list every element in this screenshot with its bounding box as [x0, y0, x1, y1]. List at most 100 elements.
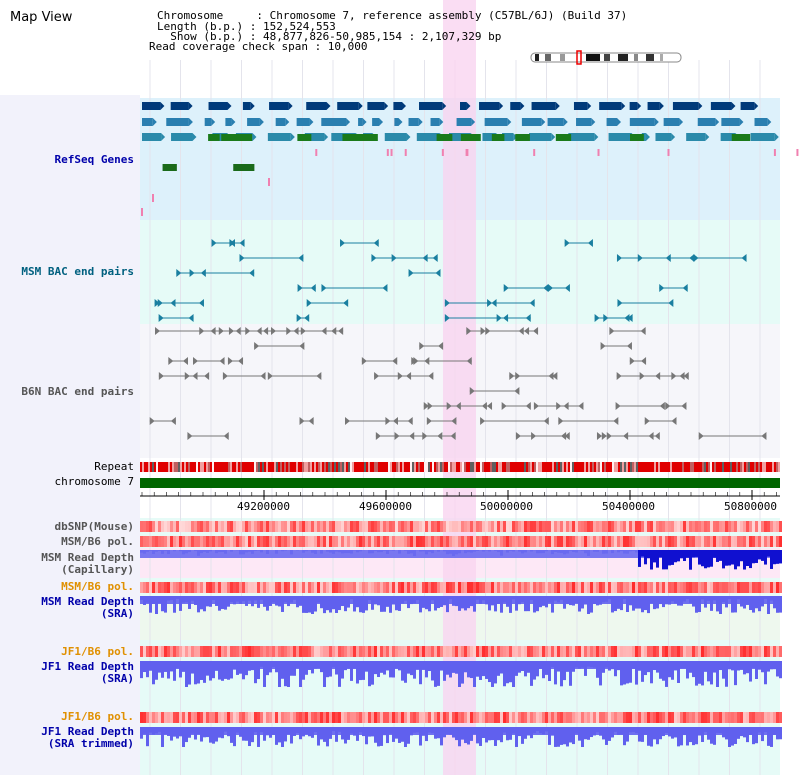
- read-depth-bar: [749, 596, 752, 611]
- polymorphism-heat-cell: [608, 712, 611, 723]
- repeat-segment: [264, 462, 266, 472]
- polymorphism-heat-cell: [290, 521, 293, 532]
- polymorphism-heat-cell: [227, 536, 230, 547]
- polymorphism-heat-cell: [281, 521, 284, 532]
- polymorphism-heat-cell: [278, 646, 281, 657]
- read-depth-bar: [230, 727, 233, 743]
- read-depth-bar: [446, 661, 449, 675]
- track-label-refseq-genes[interactable]: RefSeq Genes: [54, 153, 134, 166]
- read-depth-bar: [251, 596, 254, 607]
- polymorphism-heat-cell: [443, 521, 446, 532]
- refseq-gene-arrow: [231, 118, 236, 126]
- polymorphism-heat-cell: [605, 536, 608, 547]
- repeat-segment: [272, 462, 274, 472]
- repeat-segment: [170, 462, 172, 472]
- read-depth-bar: [689, 727, 692, 743]
- track-label-jf1-depth-sra[interactable]: JF1 Read Depth (SRA): [41, 660, 134, 685]
- read-depth-bar: [392, 661, 395, 678]
- polymorphism-heat-cell: [755, 712, 758, 723]
- polymorphism-heat-cell: [266, 521, 269, 532]
- polymorphism-heat-cell: [167, 646, 170, 657]
- polymorphism-heat-cell: [395, 582, 398, 593]
- refseq-gene: [221, 134, 238, 141]
- refseq-gene-arrow: [698, 102, 703, 110]
- track-label-msm-b6-pol-sra[interactable]: MSM/B6 pol.: [61, 580, 134, 593]
- track-label-msm-bac[interactable]: MSM BAC end pairs: [21, 265, 134, 278]
- read-depth-bar: [617, 661, 620, 671]
- track-label-repeat[interactable]: Repeat: [94, 460, 134, 473]
- read-depth-bar: [707, 727, 710, 740]
- read-depth-bar: [749, 661, 752, 682]
- repeat-segment: [426, 462, 428, 472]
- track-label-msm-depth-sra[interactable]: MSM Read Depth (SRA): [41, 595, 134, 620]
- polymorphism-heat-cell: [599, 582, 602, 593]
- polymorphism-heat-cell: [257, 536, 260, 547]
- polymorphism-heat-cell: [713, 521, 716, 532]
- polymorphism-heat-cell: [296, 536, 299, 547]
- read-depth-bar: [527, 727, 530, 736]
- polymorphism-heat-cell: [542, 582, 545, 593]
- polymorphism-heat-cell: [665, 536, 668, 547]
- bac-end-marker: [671, 417, 677, 425]
- read-depth-bar: [662, 661, 665, 681]
- repeat-segment: [370, 462, 372, 472]
- track-label-msm-b6-pol-cap[interactable]: MSM/B6 pol.: [61, 535, 134, 548]
- bac-end-marker: [623, 432, 629, 440]
- repeat-segment: [734, 462, 736, 472]
- read-depth-bar: [185, 727, 188, 743]
- read-depth-bar: [248, 596, 251, 601]
- track-label-dbsnp[interactable]: dbSNP(Mouse): [54, 520, 134, 533]
- read-depth-bar: [533, 596, 536, 613]
- refseq-gene-arrow: [767, 118, 772, 126]
- bac-end-marker: [219, 357, 225, 365]
- refseq-gene-arrow: [654, 118, 659, 126]
- polymorphism-heat-cell: [221, 646, 224, 657]
- repeat-segment: [492, 462, 494, 472]
- bac-end-marker: [260, 372, 266, 380]
- read-depth-bar: [413, 661, 416, 679]
- polymorphism-heat-cell: [710, 536, 713, 547]
- read-depth-bar: [311, 661, 314, 674]
- read-depth-bar: [683, 596, 686, 602]
- track-label-jf1-depth-trimmed[interactable]: JF1 Read Depth (SRA trimmed): [41, 725, 134, 750]
- polymorphism-heat-cell: [602, 646, 605, 657]
- track-label-jf1-b6-pol-sra[interactable]: JF1/B6 pol.: [61, 645, 134, 658]
- polymorphism-heat-cell: [596, 646, 599, 657]
- track-label-b6n-bac[interactable]: B6N BAC end pairs: [21, 385, 134, 398]
- read-depth-bar: [425, 727, 428, 742]
- repeat-segment: [764, 462, 766, 472]
- polymorphism-heat-cell: [728, 646, 731, 657]
- read-depth-bar: [746, 550, 749, 567]
- polymorphism-heat-cell: [614, 646, 617, 657]
- read-depth-bar: [494, 661, 497, 684]
- read-depth-bar: [221, 596, 224, 609]
- read-depth-bar: [635, 550, 638, 553]
- polymorphism-heat-cell: [446, 521, 449, 532]
- read-depth-bar: [233, 596, 236, 605]
- polymorphism-heat-cell: [224, 521, 227, 532]
- track-label-msm-depth-capillary[interactable]: MSM Read Depth (Capillary): [41, 551, 134, 576]
- polymorphism-heat-cell: [425, 582, 428, 593]
- polymorphism-heat-cell: [242, 521, 245, 532]
- read-depth-bar: [317, 727, 320, 746]
- read-depth-bar: [239, 550, 242, 555]
- polymorphism-heat-cell: [383, 712, 386, 723]
- polymorphism-heat-cell: [572, 582, 575, 593]
- read-depth-bar: [548, 596, 551, 603]
- read-depth-bar: [179, 727, 182, 737]
- polymorphism-heat-cell: [413, 582, 416, 593]
- polymorphism-heat-cell: [545, 646, 548, 657]
- repeat-segment: [176, 462, 178, 472]
- polymorphism-heat-cell: [206, 521, 209, 532]
- repeat-segment: [368, 462, 370, 472]
- polymorphism-heat-cell: [725, 536, 728, 547]
- read-depth-bar: [584, 661, 587, 676]
- bac-end-marker: [426, 417, 432, 425]
- bac-end-marker: [741, 254, 747, 262]
- repeat-segment: [466, 462, 468, 472]
- read-depth-bar: [197, 550, 200, 556]
- repeat-segment: [422, 462, 424, 472]
- track-label-jf1-b6-pol-trim[interactable]: JF1/B6 pol.: [61, 710, 134, 723]
- repeat-segment: [692, 462, 694, 472]
